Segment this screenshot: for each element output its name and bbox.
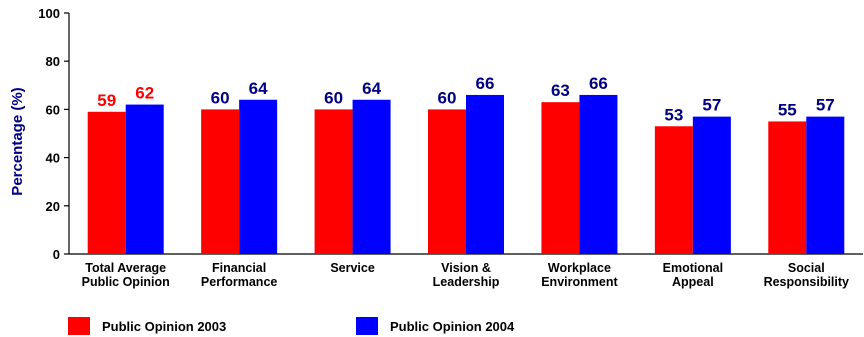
bar-2004: [806, 116, 845, 254]
bar-2003: [654, 126, 693, 254]
legend-swatch-2003: [68, 317, 90, 335]
y-tick-label: 60: [46, 102, 60, 117]
value-label: 64: [362, 79, 381, 98]
bar-2003: [428, 109, 466, 255]
value-label: 57: [702, 96, 721, 115]
category-label: Workplace: [548, 261, 611, 275]
y-tick-label: 40: [46, 151, 60, 166]
bar-2003: [314, 109, 353, 255]
value-label: 55: [778, 100, 797, 119]
value-label: 60: [211, 88, 230, 107]
value-label: 60: [438, 88, 457, 107]
category-label: Emotional: [663, 261, 723, 275]
value-label: 63: [551, 81, 570, 100]
bar-2004: [579, 94, 618, 254]
y-axis-label: Percentage (%): [9, 87, 26, 195]
legend-swatch-2004: [356, 317, 378, 335]
category-label: Total Average: [85, 261, 166, 275]
bar-2003: [87, 111, 126, 254]
bar-2004: [466, 94, 504, 254]
category-label: Public Opinion: [82, 275, 170, 289]
value-label: 60: [324, 88, 343, 107]
category-label: Financial: [212, 261, 266, 275]
y-tick-label: 100: [38, 6, 60, 21]
category-label: Performance: [201, 275, 277, 289]
bar-2004: [239, 99, 278, 254]
legend-item-2004: Public Opinion 2004: [356, 317, 514, 335]
category-label: Vision &: [441, 261, 491, 275]
bar-2004: [352, 99, 391, 254]
value-label: 62: [135, 84, 154, 103]
category-label: Appeal: [672, 275, 714, 289]
legend-label-2004: Public Opinion 2004: [390, 318, 515, 334]
bar-2003: [541, 102, 580, 254]
category-label: Leadership: [433, 275, 500, 289]
bar-2004: [692, 116, 731, 254]
y-tick-label: 80: [46, 54, 60, 69]
bar-chart: 0 20 40 60 80 100 Percentage (%) 59 62 60 64 60 64…: [9, 6, 863, 289]
y-tick-label: 20: [46, 199, 60, 214]
legend: Public Opinion 2003 Public Opinion 2004: [0, 317, 864, 337]
value-label: 59: [97, 91, 116, 110]
value-label: 57: [816, 96, 835, 115]
category-label: Social: [788, 261, 825, 275]
bars: [87, 94, 845, 255]
value-label: 53: [664, 105, 683, 124]
y-ticks: 0 20 40 60 80 100: [38, 6, 69, 262]
bar-2004: [125, 104, 164, 254]
y-tick-label: 0: [53, 247, 60, 262]
value-label: 64: [249, 79, 268, 98]
category-label: Service: [330, 261, 375, 275]
value-label: 66: [589, 74, 608, 93]
value-labels: 59 62 60 64 60 64 60 66 63 66 53 57 55 57: [97, 74, 834, 124]
value-label: 66: [476, 74, 495, 93]
bar-2003: [201, 109, 240, 255]
legend-label-2003: Public Opinion 2003: [102, 318, 227, 334]
bar-2003: [768, 121, 807, 254]
category-label: Responsibility: [764, 275, 849, 289]
category-label: Environment: [541, 275, 618, 289]
legend-item-2003: Public Opinion 2003: [68, 317, 226, 335]
